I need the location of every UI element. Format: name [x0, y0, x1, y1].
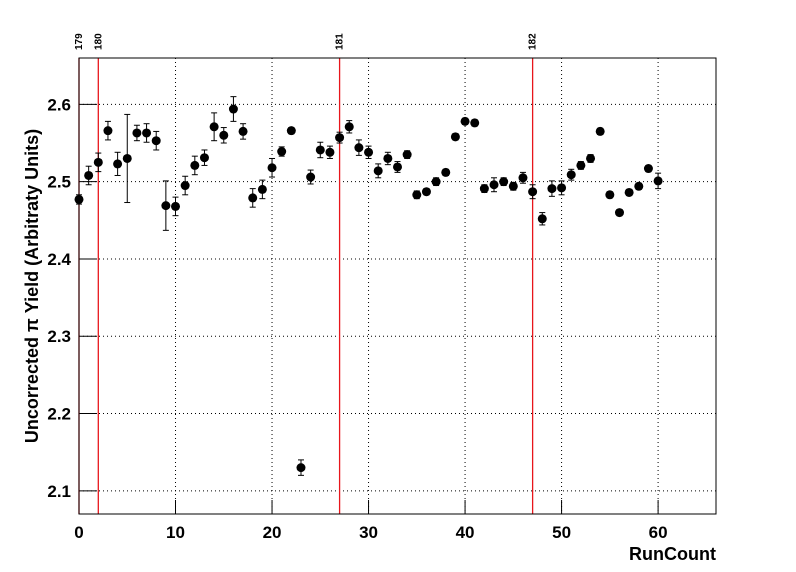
point — [470, 118, 480, 128]
x-tick-label: 50 — [552, 523, 571, 542]
point — [634, 181, 644, 191]
point — [595, 126, 605, 136]
point — [605, 190, 615, 200]
point — [450, 132, 460, 142]
point — [325, 147, 335, 157]
point — [93, 157, 103, 167]
run-marker-label: 181 — [335, 33, 346, 50]
point — [479, 184, 489, 194]
point — [277, 147, 287, 157]
point — [373, 166, 383, 176]
point — [344, 122, 354, 132]
run-marker-label: 182 — [528, 33, 539, 50]
point — [248, 193, 258, 203]
y-tick-label: 2.6 — [47, 95, 71, 114]
x-tick-label: 40 — [456, 523, 475, 542]
point — [460, 116, 470, 126]
point — [576, 160, 586, 170]
point — [315, 145, 325, 155]
y-tick-label: 2.1 — [47, 482, 71, 501]
point — [547, 184, 557, 194]
point — [209, 122, 219, 132]
point — [238, 126, 248, 136]
point — [412, 190, 422, 200]
point — [441, 167, 451, 177]
x-tick-label: 0 — [74, 523, 83, 542]
point — [518, 173, 528, 183]
point — [113, 159, 123, 169]
point — [393, 162, 402, 172]
point — [151, 136, 161, 146]
point — [335, 133, 345, 143]
point — [383, 153, 393, 163]
x-tick-label: 10 — [166, 523, 185, 542]
y-tick-label: 2.3 — [47, 327, 71, 346]
point — [267, 163, 277, 173]
point — [421, 187, 431, 197]
point — [286, 126, 296, 136]
point — [142, 128, 152, 138]
point — [180, 181, 190, 191]
point — [306, 172, 316, 182]
point — [566, 170, 576, 180]
point — [132, 128, 142, 138]
y-tick-label: 2.5 — [47, 173, 71, 192]
plot-area — [79, 58, 716, 514]
point — [614, 208, 624, 218]
run-marker-label: 179 — [74, 33, 85, 50]
x-axis-title: RunCount — [629, 544, 716, 564]
point — [489, 180, 499, 190]
point — [354, 143, 364, 153]
point — [257, 184, 267, 194]
y-tick-label: 2.4 — [47, 250, 71, 269]
point — [296, 463, 306, 473]
run-marker-label: 180 — [93, 33, 104, 50]
y-axis-title: Uncorrected π Yield (Arbitraty Units) — [22, 129, 42, 443]
point — [431, 177, 441, 187]
point — [402, 150, 412, 160]
x-tick-label: 20 — [263, 523, 282, 542]
x-tick-label: 60 — [649, 523, 668, 542]
point — [103, 126, 113, 136]
point — [624, 187, 634, 197]
point — [557, 183, 567, 193]
point — [228, 104, 238, 114]
point — [161, 201, 171, 211]
point — [84, 170, 94, 180]
y-tick-label: 2.2 — [47, 405, 71, 424]
point — [171, 201, 181, 211]
point — [364, 147, 374, 157]
plot-frame — [78, 57, 717, 515]
point — [586, 153, 596, 163]
point — [219, 130, 229, 140]
point — [499, 177, 509, 187]
point — [537, 214, 547, 224]
point — [528, 187, 538, 197]
point — [508, 181, 518, 191]
point — [122, 153, 132, 163]
point — [190, 160, 200, 170]
x-tick-label: 30 — [359, 523, 378, 542]
point — [643, 164, 653, 174]
point — [199, 153, 209, 163]
point — [653, 176, 663, 186]
